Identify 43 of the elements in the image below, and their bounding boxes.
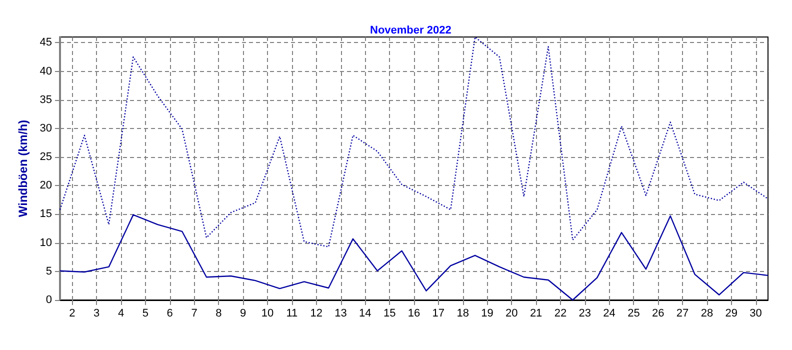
x-tick-label: 26	[652, 308, 664, 320]
y-axis-title: Windböen (km/h)	[16, 120, 30, 218]
x-tick-label: 27	[676, 308, 689, 320]
x-tick-label: 8	[216, 308, 222, 320]
x-tick-label: 17	[432, 308, 445, 320]
x-tick-label: 12	[310, 308, 322, 320]
x-tick-label: 20	[506, 308, 518, 320]
x-tick-label: 19	[481, 308, 494, 320]
x-tick-label: 30	[750, 308, 762, 320]
x-tick-label: 28	[700, 308, 714, 320]
x-tick-label: 10	[261, 308, 274, 320]
x-tick-label: 21	[530, 308, 542, 320]
x-tick-label: 18	[456, 308, 469, 320]
x-tick-label: 29	[725, 308, 738, 320]
x-tick-label: 5	[142, 308, 149, 320]
y-tick-label: 45	[40, 36, 52, 49]
x-tick-label: 9	[240, 308, 246, 320]
x-tick-label: 24	[603, 308, 616, 320]
y-tick-label: 25	[40, 151, 52, 164]
y-tick-label: 0	[46, 294, 52, 306]
x-tick-label: 14	[359, 308, 372, 320]
line-series	[59, 36, 769, 248]
y-tick-label: 40	[40, 65, 52, 78]
y-tick-label: 5	[46, 265, 52, 278]
x-tick-label: 22	[554, 308, 567, 320]
y-tick-label: 35	[40, 94, 52, 106]
x-tick-label: 25	[628, 308, 640, 320]
x-tick-label: 15	[383, 308, 396, 320]
y-tick-label: 20	[40, 180, 52, 192]
x-tick-label: 11	[286, 308, 298, 320]
y-tick-label: 15	[40, 208, 52, 220]
x-tick-label: 3	[94, 308, 100, 320]
x-tick-label: 13	[334, 308, 347, 320]
y-tick-label: 10	[40, 236, 52, 249]
x-tick-label: 16	[408, 308, 420, 320]
x-tick-label: 23	[578, 308, 592, 320]
line-series	[59, 214, 769, 301]
y-tick-label: 30	[40, 122, 52, 134]
x-tick-label: 4	[118, 308, 124, 320]
x-tick-label: 7	[191, 308, 198, 320]
x-tick-label: 6	[166, 308, 173, 320]
x-tick-label: 2	[69, 308, 76, 320]
chart-title: November 2022	[370, 24, 452, 36]
